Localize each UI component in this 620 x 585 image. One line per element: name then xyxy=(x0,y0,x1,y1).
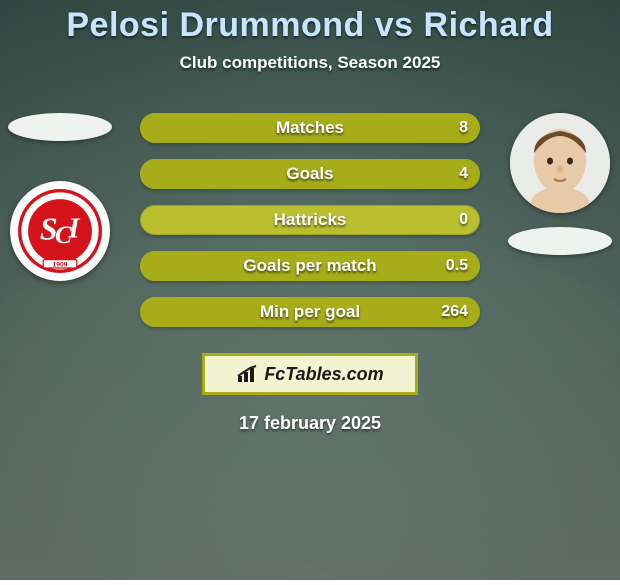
svg-text:I: I xyxy=(67,214,80,245)
player-left: S C I 1909 xyxy=(0,113,120,281)
stat-label: Min per goal xyxy=(140,297,480,327)
stat-value-right: 8 xyxy=(459,113,468,143)
player-right-avatar xyxy=(510,113,610,213)
svg-text:1909: 1909 xyxy=(53,261,68,268)
subtitle: Club competitions, Season 2025 xyxy=(0,53,620,73)
stat-value-right: 0.5 xyxy=(446,251,468,281)
stat-value-right: 4 xyxy=(459,159,468,189)
brand-text: FcTables.com xyxy=(264,364,383,385)
player-left-avatar-placeholder xyxy=(8,113,112,141)
player-left-club-crest: S C I 1909 xyxy=(10,181,110,281)
stat-row: Matches8 xyxy=(140,113,480,143)
stat-value-right: 0 xyxy=(459,205,468,235)
page-title: Pelosi Drummond vs Richard xyxy=(0,6,620,45)
bar-chart-icon xyxy=(236,364,260,384)
stat-label: Hattricks xyxy=(140,205,480,235)
date-text: 17 february 2025 xyxy=(0,413,620,434)
player-avatar-icon xyxy=(510,113,610,213)
club-crest-icon: S C I 1909 xyxy=(18,189,102,273)
stat-row: Goals per match0.5 xyxy=(140,251,480,281)
stat-label: Goals per match xyxy=(140,251,480,281)
stat-label: Goals xyxy=(140,159,480,189)
stats-list: Matches8Goals4Hattricks0Goals per match0… xyxy=(140,113,480,327)
content-root: Pelosi Drummond vs Richard Club competit… xyxy=(0,0,620,580)
player-right-club-placeholder xyxy=(508,227,612,255)
stat-label: Matches xyxy=(140,113,480,143)
player-right xyxy=(500,113,620,255)
stat-row: Min per goal264 xyxy=(140,297,480,327)
stat-row: Hattricks0 xyxy=(140,205,480,235)
stat-row: Goals4 xyxy=(140,159,480,189)
stat-value-right: 264 xyxy=(441,297,468,327)
comparison-area: S C I 1909 xyxy=(0,113,620,327)
brand-badge: FcTables.com xyxy=(202,353,418,395)
